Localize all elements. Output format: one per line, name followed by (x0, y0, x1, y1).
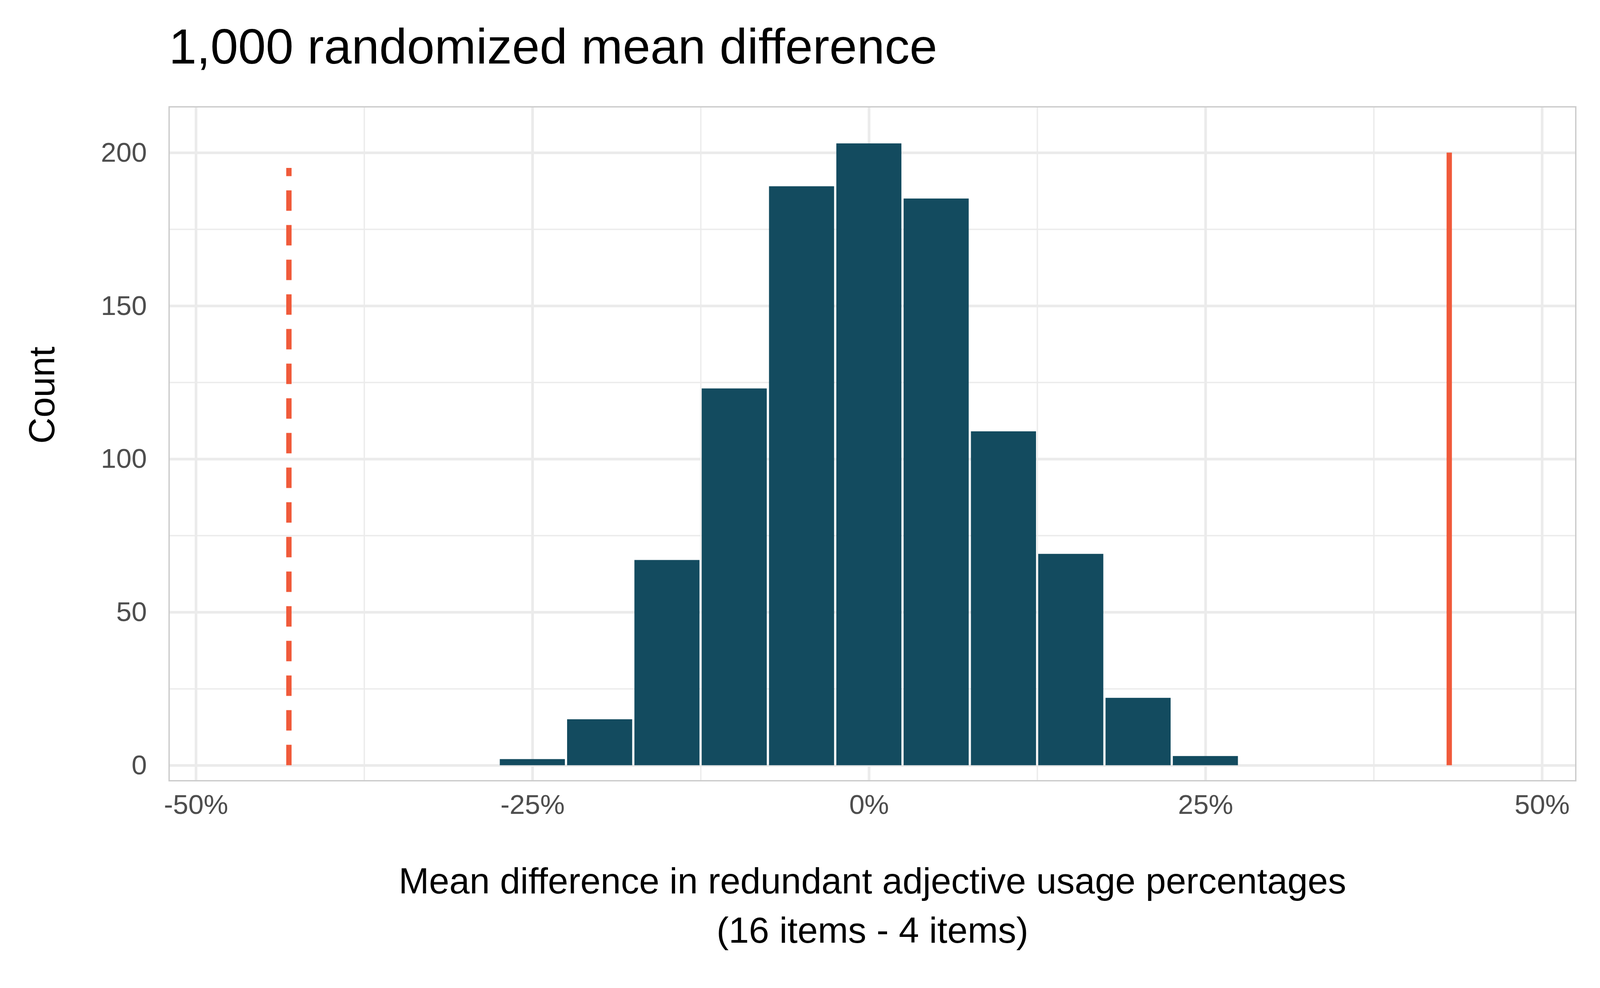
svg-text:-50%: -50% (164, 789, 229, 820)
svg-text:50: 50 (116, 596, 148, 628)
svg-text:Mean difference in redundant a: Mean difference in redundant adjective u… (398, 860, 1347, 951)
svg-text:50%: 50% (1514, 789, 1570, 820)
svg-text:Count: Count (21, 346, 62, 444)
html-text:1,000 randomized mean differen: 1,000 randomized mean difference (168, 18, 938, 75)
svg-text:-25%: -25% (500, 789, 565, 820)
svg-text:25%: 25% (1178, 789, 1234, 820)
svg-text:0: 0 (131, 749, 147, 781)
svg-text:200: 200 (100, 136, 147, 168)
svg-text:0%: 0% (849, 789, 890, 820)
svg-text:100: 100 (100, 443, 147, 474)
svg-text:150: 150 (100, 290, 147, 321)
